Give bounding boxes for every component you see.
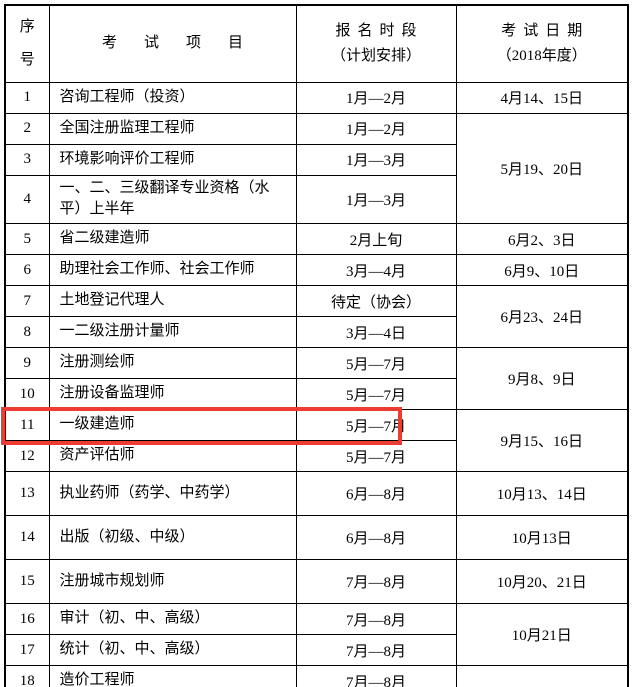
serial-cell: 6: [4, 254, 50, 286]
project-cell: 执业药师（药学、中药学）: [48, 471, 297, 516]
project-cell: 全国注册监理工程师: [48, 112, 297, 145]
project-cell: 一二级注册计量师: [48, 316, 297, 348]
date-cell: 6月9、10日: [455, 254, 629, 286]
period-cell: 7月—8月: [295, 634, 457, 666]
table-row: 12 资产评估师 5月—7月: [4, 440, 628, 472]
table-row: 13 执业药师（药学、中药学） 6月—8月 10月13、14日: [4, 471, 629, 516]
serial-cell: 8: [4, 316, 50, 348]
project-cell: 省二级建造师: [48, 223, 297, 255]
table-row: 8 一二级注册计量师 3月—4日: [4, 316, 628, 348]
project-cell: 环境影响评价工程师: [48, 143, 297, 176]
serial-cell: 2: [4, 112, 50, 145]
date-cell: 5月19、20日: [455, 112, 629, 224]
date-cell: 4月14、15日: [455, 81, 629, 114]
project-cell: 一级建造师: [48, 409, 297, 441]
header-project: 考试项目: [48, 4, 297, 83]
project-cell: 一、二、三级翻译专业资格（水平）上半年: [48, 174, 297, 224]
table-row: 11 一级建造师 5月—7月 9月15、16日: [4, 409, 629, 472]
serial-cell: 10: [4, 378, 50, 410]
header-date-line2: （2018年度）: [496, 47, 587, 64]
table-row: 14 出版（初级、中级） 6月—8月 10月13日: [4, 515, 629, 560]
table-row: 3 环境影响评价工程师 1月—3月: [4, 143, 628, 176]
header-period-line1: 报名时段: [335, 22, 424, 39]
table-row: 5 省二级建造师 2月上旬 6月2、3日: [4, 223, 629, 255]
table-row: 4 一、二、三级翻译专业资格（水平）上半年 1月—3月: [4, 174, 628, 224]
date-cell: 10月13日: [455, 515, 629, 560]
project-cell: 审计（初、中、高级）: [48, 603, 297, 635]
date-cell: 9月15、16日: [455, 409, 629, 472]
serial-cell: 9: [4, 347, 50, 379]
project-cell: 土地登记代理人: [48, 285, 297, 317]
table-row: 9 注册测绘师 5月—7月 9月8、9日: [4, 347, 629, 410]
project-cell: 注册设备监理师: [48, 378, 297, 410]
period-cell: 7月—8月: [295, 559, 457, 604]
exam-schedule-table: 序 号 考试项目 报名时段 （计划安排） 考试日期 （2018年度） 1 咨询工程…: [4, 4, 629, 687]
serial-cell: 14: [4, 515, 50, 560]
table-row: 1 咨询工程师（投资） 1月—2月 4月14、15日: [4, 81, 629, 114]
header-serial-line2: 号: [19, 51, 35, 68]
header-project-label: 考试项目: [101, 35, 270, 52]
period-cell: 待定（协会）: [295, 285, 457, 317]
serial-cell: 3: [4, 143, 50, 176]
serial-cell: 17: [4, 634, 50, 666]
period-cell: 7月—8月: [295, 603, 457, 635]
table-row: 16 审计（初、中、高级） 7月—8月 10月21日: [4, 603, 629, 666]
period-cell: 1月—2月: [295, 81, 457, 114]
date-cell: 10月21日: [455, 603, 629, 666]
date-cell: 6月23、24日: [455, 285, 629, 348]
project-cell: 造价工程师: [48, 665, 297, 687]
header-date-line1: 考试日期: [501, 22, 590, 39]
serial-cell: 5: [4, 223, 50, 255]
period-cell: 1月—3月: [295, 143, 457, 176]
header-period: 报名时段 （计划安排）: [295, 4, 457, 83]
period-cell: 3月—4月: [295, 254, 457, 286]
date-cell: 10月20、21日: [455, 559, 629, 604]
serial-cell: 7: [4, 285, 50, 317]
serial-cell: 4: [4, 174, 50, 224]
header-period-line2: （计划安排）: [330, 47, 421, 64]
period-cell: 5月—7月: [295, 347, 457, 379]
header-row: 序 号 考试项目 报名时段 （计划安排） 考试日期 （2018年度）: [4, 4, 629, 83]
period-cell: 3月—4日: [295, 316, 457, 348]
header-serial-line1: 序: [19, 18, 35, 35]
period-cell: 6月—8月: [295, 515, 457, 560]
table-row: 15 注册城市规划师 7月—8月 10月20、21日: [4, 559, 629, 604]
table-row: 6 助理社会工作师、社会工作师 3月—4月 6月9、10日: [4, 254, 629, 286]
project-cell: 助理社会工作师、社会工作师: [48, 254, 297, 286]
project-cell: 注册城市规划师: [48, 559, 297, 604]
date-cell: 6月2、3日: [455, 223, 629, 255]
table-row: 7 土地登记代理人 待定（协会） 6月23、24日: [4, 285, 629, 348]
table-row: 10 注册设备监理师 5月—7月: [4, 378, 628, 410]
period-cell: 2月上旬: [295, 223, 457, 255]
header-date: 考试日期 （2018年度）: [455, 4, 629, 83]
period-cell: 5月—7月: [295, 409, 457, 441]
serial-cell: 11: [4, 409, 50, 441]
project-cell: 咨询工程师（投资）: [48, 81, 297, 114]
serial-cell: 15: [4, 559, 50, 604]
period-cell: 5月—7月: [295, 378, 457, 410]
project-cell: 资产评估师: [48, 440, 297, 472]
date-cell: 10月13、14日: [455, 471, 629, 516]
table-row: 17 统计（初、中、高级） 7月—8月: [4, 634, 628, 666]
period-cell: 6月—8月: [295, 471, 457, 516]
serial-cell: 16: [4, 603, 50, 635]
period-cell: 1月—3月: [295, 174, 457, 224]
date-cell: 9月8、9日: [455, 347, 629, 410]
serial-cell: 12: [4, 440, 50, 472]
exam-table-body: 1 咨询工程师（投资） 1月—2月 4月14、15日 2 全国注册监理工程师 1月—2月 5月…: [4, 81, 629, 687]
date-cell: 10月27、28日: [455, 665, 629, 687]
serial-cell: 13: [4, 471, 50, 516]
period-cell: 1月—2月: [295, 112, 457, 145]
table-row: 2 全国注册监理工程师 1月—2月 5月19、20日: [4, 112, 629, 224]
project-cell: 出版（初级、中级）: [48, 515, 297, 560]
period-cell: 5月—7月: [295, 440, 457, 472]
serial-cell: 1: [4, 81, 50, 114]
serial-cell: 18: [4, 665, 50, 687]
header-serial: 序 号: [4, 4, 50, 83]
period-cell: 7月—8月: [295, 665, 457, 687]
project-cell: 注册测绘师: [48, 347, 297, 379]
project-cell: 统计（初、中、高级）: [48, 634, 297, 666]
